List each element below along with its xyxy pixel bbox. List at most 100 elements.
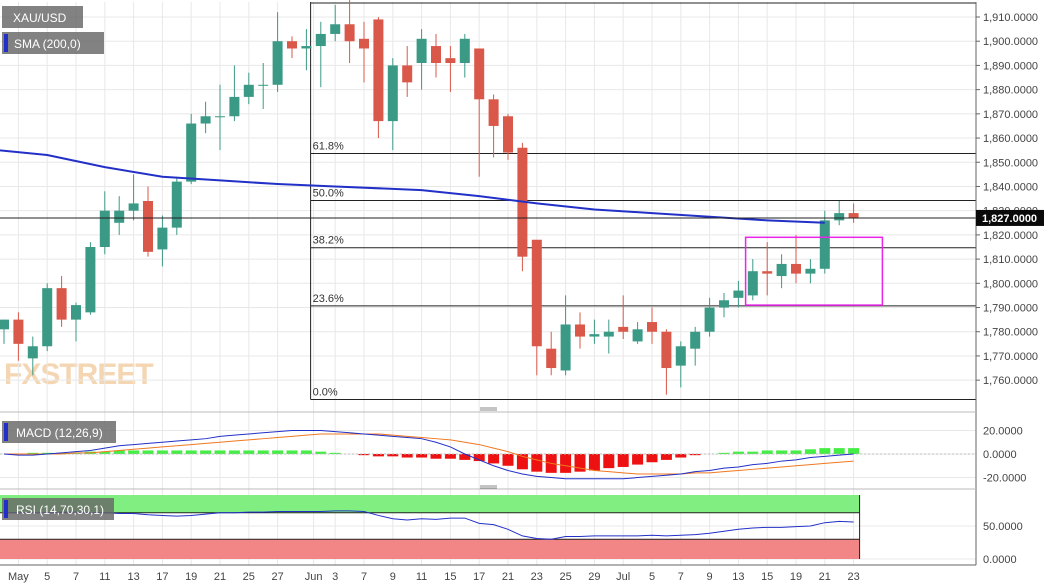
candle-body — [704, 307, 715, 332]
macd-histogram-bar — [272, 450, 284, 454]
candle-body — [330, 24, 341, 34]
macd-histogram-bar — [560, 454, 572, 473]
macd-histogram-bar — [243, 450, 255, 454]
x-tick-label: 19 — [790, 571, 802, 583]
candle-body — [791, 263, 801, 274]
candle-body — [272, 41, 283, 85]
candle-body — [690, 331, 701, 349]
y-tick-label: 1,860.0000 — [983, 133, 1038, 145]
x-tick-label: Jun — [305, 571, 323, 583]
macd-histogram-bar — [747, 451, 759, 454]
rsi-oversold-band — [0, 539, 860, 559]
x-tick-label: 7 — [73, 571, 79, 583]
candle-body — [733, 290, 744, 298]
candle-body — [503, 116, 513, 153]
macd-histogram-bar — [718, 452, 730, 454]
y-tick-label: 1,870.0000 — [983, 109, 1038, 121]
resize-handle-macd[interactable] — [480, 485, 497, 489]
macd-histogram-bar — [27, 452, 39, 454]
macd-histogram-bar — [200, 450, 212, 454]
candle-body — [661, 331, 672, 369]
candle-body — [200, 116, 211, 124]
candle-body — [42, 288, 53, 347]
fib-level-label: 0.0% — [313, 387, 338, 399]
x-tick-label: 15 — [444, 571, 456, 583]
candle-body — [27, 346, 38, 359]
macd-histogram-bar — [257, 450, 269, 454]
macd-histogram-bar — [761, 450, 773, 454]
macd-histogram-bar — [56, 452, 68, 454]
y-tick-label: 1,850.0000 — [983, 157, 1038, 169]
symbol-label: XAU/USD — [13, 11, 67, 25]
macd-color-swatch — [4, 423, 8, 441]
candle-body — [719, 300, 729, 308]
candle-body — [647, 322, 657, 332]
macd-histogram-bar — [632, 454, 644, 465]
candle-body — [589, 334, 600, 337]
y-tick-label: 1,840.0000 — [983, 181, 1038, 193]
x-tick-label: 19 — [185, 571, 197, 583]
x-tick-label: 13 — [127, 571, 139, 583]
y-tick-label: 1,790.0000 — [983, 303, 1038, 315]
sma-legend[interactable]: SMA (200,0) — [2, 32, 104, 54]
macd-histogram-bar — [516, 454, 528, 470]
candle-body — [0, 319, 9, 330]
macd-histogram-bar — [660, 454, 672, 460]
macd-histogram-bar — [99, 451, 111, 454]
candle-body — [315, 33, 326, 47]
x-tick-label: 25 — [243, 571, 255, 583]
macd-histogram-bar — [790, 450, 802, 454]
resize-handle-main[interactable] — [480, 407, 497, 411]
candle-body — [805, 268, 816, 274]
macd-tick-label: -20.0000 — [983, 473, 1026, 485]
x-tick-label: 25 — [559, 571, 571, 583]
sma-line — [0, 149, 825, 224]
x-tick-label: 23 — [531, 571, 543, 583]
rsi-tick-label: 0.0000 — [983, 554, 1017, 566]
macd-histogram-bar — [459, 454, 471, 460]
macd-histogram-bar — [329, 452, 341, 454]
candle-body — [459, 38, 470, 63]
rsi-legend[interactable]: RSI (14,70,30,1) — [2, 498, 114, 520]
macd-histogram-bar — [531, 454, 543, 472]
candle-body — [99, 210, 110, 247]
candle-body — [819, 220, 830, 269]
candle-body — [834, 213, 845, 221]
x-tick-label: 7 — [361, 571, 367, 583]
symbol-legend[interactable]: XAU/USD — [2, 6, 83, 28]
macd-histogram-bar — [228, 450, 240, 454]
x-tick-label: 17 — [473, 571, 485, 583]
macd-tick-label: 0.0000 — [983, 449, 1017, 461]
x-tick-label: Jul — [616, 571, 630, 583]
y-tick-label: 1,910.0000 — [983, 12, 1038, 24]
macd-histogram-bar — [444, 454, 456, 459]
macd-histogram-bar — [401, 454, 413, 458]
candle-body — [546, 348, 557, 369]
x-tick-label: 7 — [678, 571, 684, 583]
macd-histogram-bar — [185, 450, 197, 454]
macd-histogram-bar — [675, 454, 687, 458]
fib-level-label: 61.8% — [313, 141, 344, 153]
macd-legend[interactable]: MACD (12,26,9) — [2, 421, 116, 443]
candle-body — [171, 181, 182, 228]
candle-body — [474, 48, 485, 100]
x-tick-label: 11 — [416, 571, 427, 583]
candle-body — [186, 123, 197, 182]
candle-body — [128, 203, 139, 211]
macd-histogram-bar — [776, 450, 788, 454]
x-tick-label: 17 — [156, 571, 168, 583]
rsi-color-swatch — [4, 500, 8, 518]
candle-body — [747, 271, 758, 296]
y-tick-label: 1,770.0000 — [983, 351, 1038, 363]
macd-histogram-bar — [819, 448, 831, 454]
macd-histogram-bar — [833, 448, 845, 454]
macd-histogram-bar — [430, 454, 442, 459]
candle-body — [575, 324, 585, 337]
x-tick-label: 9 — [707, 571, 713, 583]
x-tick-label: 15 — [761, 571, 773, 583]
rsi-line — [4, 510, 854, 540]
macd-histogram-bar — [286, 450, 298, 454]
candle-body — [143, 200, 153, 252]
y-tick-label: 1,900.0000 — [983, 36, 1038, 48]
